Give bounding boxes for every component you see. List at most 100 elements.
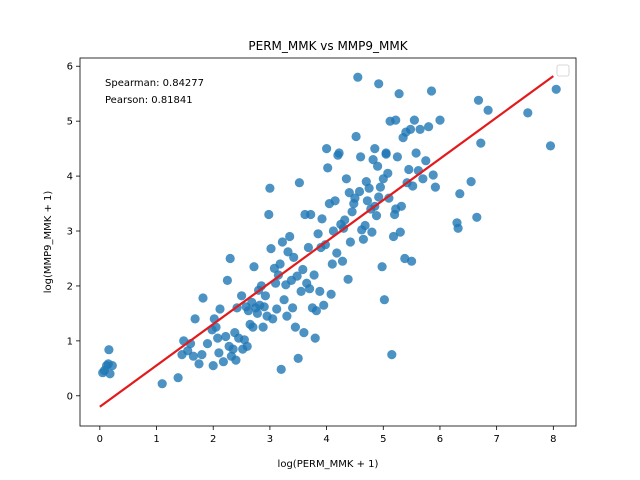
data-point [345, 237, 355, 247]
x-axis-ticks: 0 1 2 3 4 5 6 7 8 [97, 426, 557, 445]
data-point [381, 148, 391, 158]
data-point [428, 170, 438, 180]
data-point [306, 209, 316, 220]
x-tick-label: 0 [97, 434, 103, 445]
data-point [466, 177, 476, 187]
data-point [252, 308, 262, 318]
data-point [392, 152, 402, 162]
data-point [375, 182, 385, 192]
data-point [242, 341, 252, 351]
data-point [231, 355, 241, 365]
data-point [476, 138, 486, 148]
data-point [315, 286, 325, 296]
data-point [326, 289, 336, 299]
data-point [396, 201, 406, 211]
data-point [424, 122, 434, 132]
data-point [383, 168, 393, 178]
data-point [334, 148, 344, 158]
data-point [279, 295, 289, 305]
y-axis-label: log(MMP9_MMK + 1) [43, 191, 54, 294]
data-point [323, 163, 333, 173]
data-point [394, 89, 404, 99]
data-point [213, 333, 223, 343]
data-point [228, 344, 238, 354]
x-tick-label: 7 [493, 434, 499, 445]
data-point [293, 353, 303, 363]
x-tick-label: 4 [323, 434, 329, 445]
data-point [310, 333, 320, 343]
data-point [379, 295, 389, 305]
data-point [105, 369, 115, 379]
data-point [249, 262, 259, 272]
chart-title: PERM_MMK vs MMP9_MMK [248, 39, 408, 53]
data-point [426, 86, 437, 96]
data-point [387, 350, 397, 360]
data-point [311, 306, 321, 316]
data-point [404, 164, 414, 175]
data-point [374, 79, 384, 89]
data-point [218, 357, 228, 367]
data-point [353, 72, 363, 82]
data-point [275, 259, 285, 269]
y-tick-label: 0 [67, 391, 73, 402]
data-point [362, 196, 372, 206]
data-point [107, 361, 117, 371]
data-point [243, 306, 253, 316]
data-point [332, 248, 342, 258]
y-tick-label: 5 [67, 117, 73, 128]
data-point [303, 242, 313, 253]
data-point [367, 227, 377, 237]
y-tick-label: 3 [67, 227, 73, 238]
data-point [197, 350, 207, 360]
data-point [455, 189, 465, 199]
data-point [337, 256, 348, 266]
data-point [104, 345, 114, 355]
data-point [208, 361, 218, 371]
data-point [322, 144, 332, 154]
data-point [248, 322, 258, 332]
data-point [408, 181, 418, 191]
data-point [215, 304, 225, 314]
data-point [221, 331, 231, 342]
data-point [351, 131, 361, 142]
data-point [309, 270, 319, 280]
x-tick-label: 5 [380, 434, 386, 445]
legend-box [556, 64, 570, 77]
x-tick-label: 1 [153, 434, 159, 445]
data-point [430, 182, 440, 192]
data-point [188, 351, 198, 361]
x-tick-label: 8 [550, 434, 556, 445]
data-point [260, 291, 270, 301]
data-point [384, 193, 394, 203]
data-point [282, 311, 292, 321]
data-point [350, 193, 360, 203]
data-point [388, 231, 399, 242]
data-point [285, 231, 295, 242]
data-point [313, 229, 323, 239]
plot-area-frame [79, 57, 577, 427]
data-point [360, 220, 370, 231]
data-point [364, 183, 374, 193]
y-tick-label: 2 [67, 281, 73, 292]
data-point [292, 271, 302, 281]
y-axis-ticks: 0 1 2 3 4 5 6 [67, 62, 80, 402]
data-point [371, 211, 382, 221]
data-point [523, 108, 533, 118]
data-point [347, 207, 357, 217]
data-point [356, 152, 366, 162]
data-point [294, 178, 304, 188]
data-point [435, 115, 445, 125]
x-tick-label: 2 [210, 434, 216, 445]
data-point [453, 223, 463, 233]
data-point [276, 364, 286, 374]
x-tick-label: 6 [437, 434, 443, 445]
data-point [415, 124, 425, 134]
data-point [483, 105, 493, 115]
data-point [373, 161, 383, 171]
data-point [283, 247, 293, 257]
data-point [421, 156, 431, 166]
data-point [190, 314, 200, 324]
data-point [341, 174, 351, 184]
data-point [305, 284, 315, 294]
